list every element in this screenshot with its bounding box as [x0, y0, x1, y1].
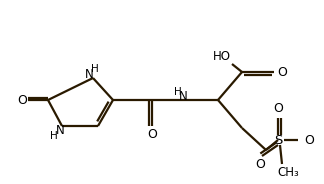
Text: O: O	[147, 128, 157, 141]
Text: O: O	[17, 93, 27, 107]
Text: H: H	[91, 64, 99, 74]
Text: H: H	[50, 131, 58, 141]
Text: N: N	[85, 68, 93, 81]
Text: S: S	[274, 134, 282, 146]
Text: O: O	[273, 102, 283, 116]
Text: O: O	[304, 134, 314, 146]
Text: H: H	[174, 87, 182, 97]
Text: O: O	[277, 66, 287, 79]
Text: O: O	[255, 158, 265, 171]
Text: N: N	[56, 125, 64, 137]
Text: HO: HO	[213, 49, 231, 63]
Text: N: N	[179, 91, 187, 103]
Text: CH₃: CH₃	[277, 165, 299, 178]
